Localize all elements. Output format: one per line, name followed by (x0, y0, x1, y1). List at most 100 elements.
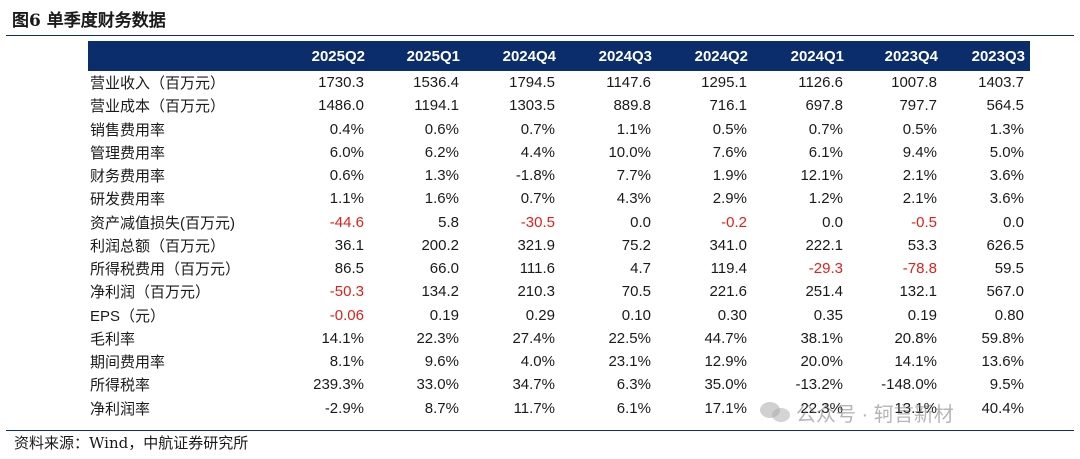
table-cell: -0.2 (721, 213, 747, 231)
financial-table: 2025Q2 2025Q1 2024Q4 2024Q3 2024Q2 2024Q… (88, 41, 1030, 420)
table-cell: 1147.6 (606, 74, 651, 92)
table-cell: 22.3% (416, 329, 459, 347)
row-label: 所得税率 (90, 377, 151, 395)
table-cell: 3.6% (989, 190, 1024, 208)
table-cell: 0.29 (525, 306, 555, 324)
table-cell: 10.0% (608, 143, 651, 161)
table-row: 净利润（百万元） -50.3 134.2 210.3 70.5 221.6 251.4 132… (88, 280, 1030, 303)
column-header: 2024Q3 (561, 41, 657, 71)
table-cell: 9.5% (989, 376, 1024, 394)
table-cell: 210.3 (517, 283, 555, 301)
row-label: 研发费用率 (90, 191, 166, 209)
table-cell: 1126.6 (798, 74, 843, 92)
table-cell: -50.3 (329, 283, 364, 301)
table-cell: 75.2 (621, 236, 651, 254)
row-label: 净利润（百万元） (90, 284, 211, 302)
watermark: 公众号 · 轲言新材 (760, 398, 954, 427)
table-cell: 14.1% (894, 353, 937, 371)
table-cell: 6.1% (616, 399, 651, 417)
table-cell: 5.0% (989, 143, 1024, 161)
column-header: 2024Q1 (753, 41, 849, 71)
table-cell: -29.3 (808, 260, 843, 278)
table-cell: 0.5% (902, 120, 937, 138)
table-cell: 6.2% (424, 143, 459, 161)
table-row: 所得税率 239.3% 33.0% 34.7% 6.3% 35.0% -13.2% -148.… (88, 373, 1030, 396)
table-cell: 13.1% (894, 399, 937, 417)
figure-title: 图6 单季度财务数据 (12, 11, 166, 31)
table-cell: 34.7% (512, 376, 555, 394)
table-cell: 626.5 (986, 236, 1024, 254)
table-cell: 1403.7 (978, 74, 1024, 92)
table-cell: 44.7% (704, 329, 747, 347)
table-cell: 200.2 (421, 236, 459, 254)
table-cell: 567.0 (986, 283, 1024, 301)
row-label: EPS（元） (90, 307, 166, 325)
table-cell: 4.0% (520, 353, 555, 371)
table-cell: 5.8 (438, 213, 459, 231)
table-cell: 697.8 (805, 97, 843, 115)
row-label: 财务费用率 (90, 168, 166, 186)
row-label: 毛利率 (90, 330, 136, 348)
table-cell: 0.30 (717, 306, 747, 324)
table-row: 财务费用率 0.6% 1.3% -1.8% 7.7% 1.9% 12.1% 2.1% 3.6% (88, 164, 1030, 187)
source-note: 资料来源：Wind，中航证券研究所 (14, 434, 249, 452)
table-cell: 222.1 (805, 236, 843, 254)
table-cell: 6.3% (616, 376, 651, 394)
table-row: 营业收入（百万元） 1730.3 1536.4 1794.5 1147.6 1295.1 1… (88, 71, 1030, 94)
table-cell: 13.6% (981, 353, 1024, 371)
table-cell: 36.1 (334, 236, 364, 254)
column-header: 2025Q2 (278, 41, 370, 71)
table-cell: 0.0 (630, 213, 651, 231)
row-label: 资产减值损失(百万元) (90, 214, 235, 232)
table-cell: 7.6% (712, 143, 747, 161)
table-row: 期间费用率 8.1% 9.6% 4.0% 23.1% 12.9% 20.0% 14.1% 13.… (88, 350, 1030, 373)
row-label: 营业成本（百万元） (90, 98, 226, 116)
table-cell: 2.1% (902, 190, 937, 208)
table-cell: 22.3% (800, 399, 843, 417)
title-divider (6, 35, 1074, 36)
table-row: 资产减值损失(百万元) -44.6 5.8 -30.5 0.0 -0.2 0.0 -0.5 0.… (88, 211, 1030, 234)
table-cell: -78.8 (902, 260, 937, 278)
watermark-text: 公众号 · 轲言新材 (796, 404, 954, 426)
table-cell: 23.1% (608, 353, 651, 371)
table-cell: 6.1% (808, 143, 843, 161)
header-row: 2025Q2 2025Q1 2024Q4 2024Q3 2024Q2 2024Q… (88, 41, 1030, 71)
row-label: 期间费用率 (90, 354, 166, 372)
row-label: 营业收入（百万元） (90, 75, 226, 93)
table-body: 营业收入（百万元） 1730.3 1536.4 1794.5 1147.6 1295.1 1… (88, 71, 1030, 420)
table-row: 所得税费用（百万元） 86.5 66.0 111.6 4.7 119.4 -29.3 -78.… (88, 257, 1030, 280)
table-cell: 59.8% (981, 329, 1024, 347)
wechat-icon (760, 401, 790, 424)
table-cell: -0.06 (329, 306, 364, 324)
table-cell: 1486.0 (318, 97, 364, 115)
table-cell: 119.4 (710, 260, 747, 278)
table-cell: 1.3% (989, 120, 1024, 138)
table-cell: -2.9% (324, 399, 364, 417)
table-cell: -30.5 (520, 213, 555, 231)
table-row: 研发费用率 1.1% 1.6% 0.7% 4.3% 2.9% 1.2% 2.1% 3.6% (88, 187, 1030, 210)
table-cell: 3.6% (989, 167, 1024, 185)
table-cell: 134.2 (421, 283, 459, 301)
row-label: 销售费用率 (90, 121, 166, 139)
table-cell: 20.0% (800, 353, 843, 371)
table-cell: 4.3% (616, 190, 651, 208)
table-row: 利润总额（百万元） 36.1 200.2 321.9 75.2 341.0 222.1 53.… (88, 234, 1030, 257)
table-cell: 564.5 (986, 97, 1024, 115)
table-cell: 70.5 (621, 283, 651, 301)
table-cell: 1.9% (712, 167, 747, 185)
table-cell: 797.7 (899, 97, 937, 115)
table-cell: 8.7% (424, 399, 459, 417)
table-cell: -0.5 (911, 213, 937, 231)
table-cell: 12.1% (800, 167, 843, 185)
table-cell: 6.0% (329, 143, 364, 161)
table-row: 毛利率 14.1% 22.3% 27.4% 22.5% 44.7% 38.1% 20.8% 59… (88, 327, 1030, 350)
table-cell: 0.19 (907, 306, 937, 324)
table-cell: 8.1% (329, 353, 364, 371)
table-cell: 0.10 (621, 306, 651, 324)
table-cell: 2.1% (902, 167, 937, 185)
column-header: 2024Q2 (657, 41, 753, 71)
table-cell: 1295.1 (701, 74, 747, 92)
table-cell: 0.7% (520, 190, 555, 208)
table-cell: 1730.3 (318, 74, 364, 92)
table-cell: 9.6% (424, 353, 459, 371)
